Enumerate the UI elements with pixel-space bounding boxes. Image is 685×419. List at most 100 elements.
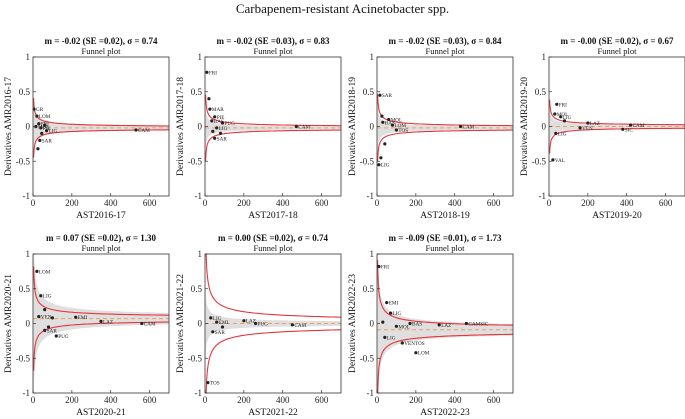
data-point [43,123,47,127]
data-point [629,123,633,127]
point-label: SAR [215,330,226,336]
x-tick-label: 200 [581,198,595,208]
confidence-band [205,287,341,360]
y-tick-label: -1 [195,191,203,201]
point-label: LOM [39,114,51,120]
point-label: LAZ [441,323,451,329]
data-point [377,264,381,269]
point-label: BAS [385,120,395,126]
point-label: SAR [42,138,53,144]
data-point [215,320,219,324]
x-tick-label: 400 [620,198,634,208]
upper-funnel-limit [33,98,169,127]
point-label: MOL [557,112,569,118]
point-label: LIG [387,335,396,341]
data-point [553,112,557,116]
y-axis-label: Derivatives AMR2017-18 [176,77,186,176]
point-label: LIG [43,294,52,300]
x-axis-label: AST2016-17 [76,211,126,221]
point-label: EMI [78,315,88,321]
lower-funnel-limit [377,333,513,393]
x-tick-label: 0 [375,395,380,405]
panel-plot-title: Funnel plot [254,46,294,56]
x-tick-label: 400 [104,198,118,208]
panel-plot-title: Funnel plot [598,46,638,56]
upper-funnel-limit [33,266,169,316]
x-tick-label: 600 [143,198,157,208]
panel-stat-title: m = -0.02 (SE =0.02), σ = 0.74 [44,36,158,46]
data-point [37,315,41,319]
y-tick-label: -1 [23,388,31,398]
y-tick-label: -1 [539,191,547,201]
y-tick-label: 0 [370,122,375,132]
data-point [551,158,555,162]
data-point [45,129,49,133]
data-point [578,126,582,130]
confidence-band [205,105,341,150]
point-label: PIE [217,115,225,121]
point-label: SAR [47,328,58,334]
data-point [389,311,393,315]
y-tick-label: 1 [26,249,31,259]
data-point [39,126,43,130]
data-point [559,115,563,119]
data-point [74,315,78,319]
panel-stat-title: m = -0.00 (SE =0.02), σ = 0.67 [560,36,674,46]
x-tick-label: 400 [448,395,462,405]
y-tick-label: 0 [198,122,203,132]
x-tick-label: 0 [31,395,36,405]
data-point [394,324,398,328]
data-point [43,328,47,332]
point-label: FRI [381,265,389,271]
data-point [253,321,258,326]
data-point [99,319,103,323]
data-point [464,321,468,326]
x-tick-label: 400 [448,198,462,208]
point-label: CAMSIC [468,322,488,328]
y-tick-label: 0.5 [363,87,375,97]
point-label: LOM [39,269,51,275]
data-point [294,124,298,129]
y-tick-label: 0 [26,122,31,132]
data-point [383,142,387,146]
point-label: MOL [38,125,50,131]
lower-funnel-limit [205,129,341,162]
data-point [242,319,246,323]
point-label: SIC [625,127,634,133]
lower-funnel-limit [33,321,169,371]
data-point [414,351,418,355]
y-tick-label: 0.5 [19,284,31,294]
x-tick-label: 200 [237,395,251,405]
y-tick-label: 0.5 [535,87,547,97]
data-point [379,156,383,160]
x-axis-label: AST2018-19 [420,211,470,221]
x-tick-label: 0 [203,198,208,208]
data-point [206,381,210,385]
point-label: VEN [41,315,52,321]
x-tick-label: 600 [315,395,329,405]
point-label: LAZ [246,319,256,325]
point-label: BAS [214,119,224,125]
point-label: GR [36,107,44,113]
y-tick-label: -0.5 [16,156,31,166]
upper-funnel-limit [549,99,685,126]
y-tick-label: 1 [198,52,203,62]
lower-funnel-limit [205,329,341,393]
point-label: CAM [138,128,150,134]
data-point [408,321,412,326]
y-tick-label: -0.5 [188,156,203,166]
x-axis-label: AST2017-18 [248,211,298,221]
point-label: TOS [210,381,220,387]
confidence-band [33,93,169,162]
point-label: VAL [555,158,565,164]
y-tick-label: -0.5 [188,353,203,363]
data-point [220,121,225,125]
data-point [554,131,558,135]
point-label: VEN [582,126,593,132]
data-point [37,122,41,126]
data-point [394,128,398,132]
data-point [40,131,44,135]
